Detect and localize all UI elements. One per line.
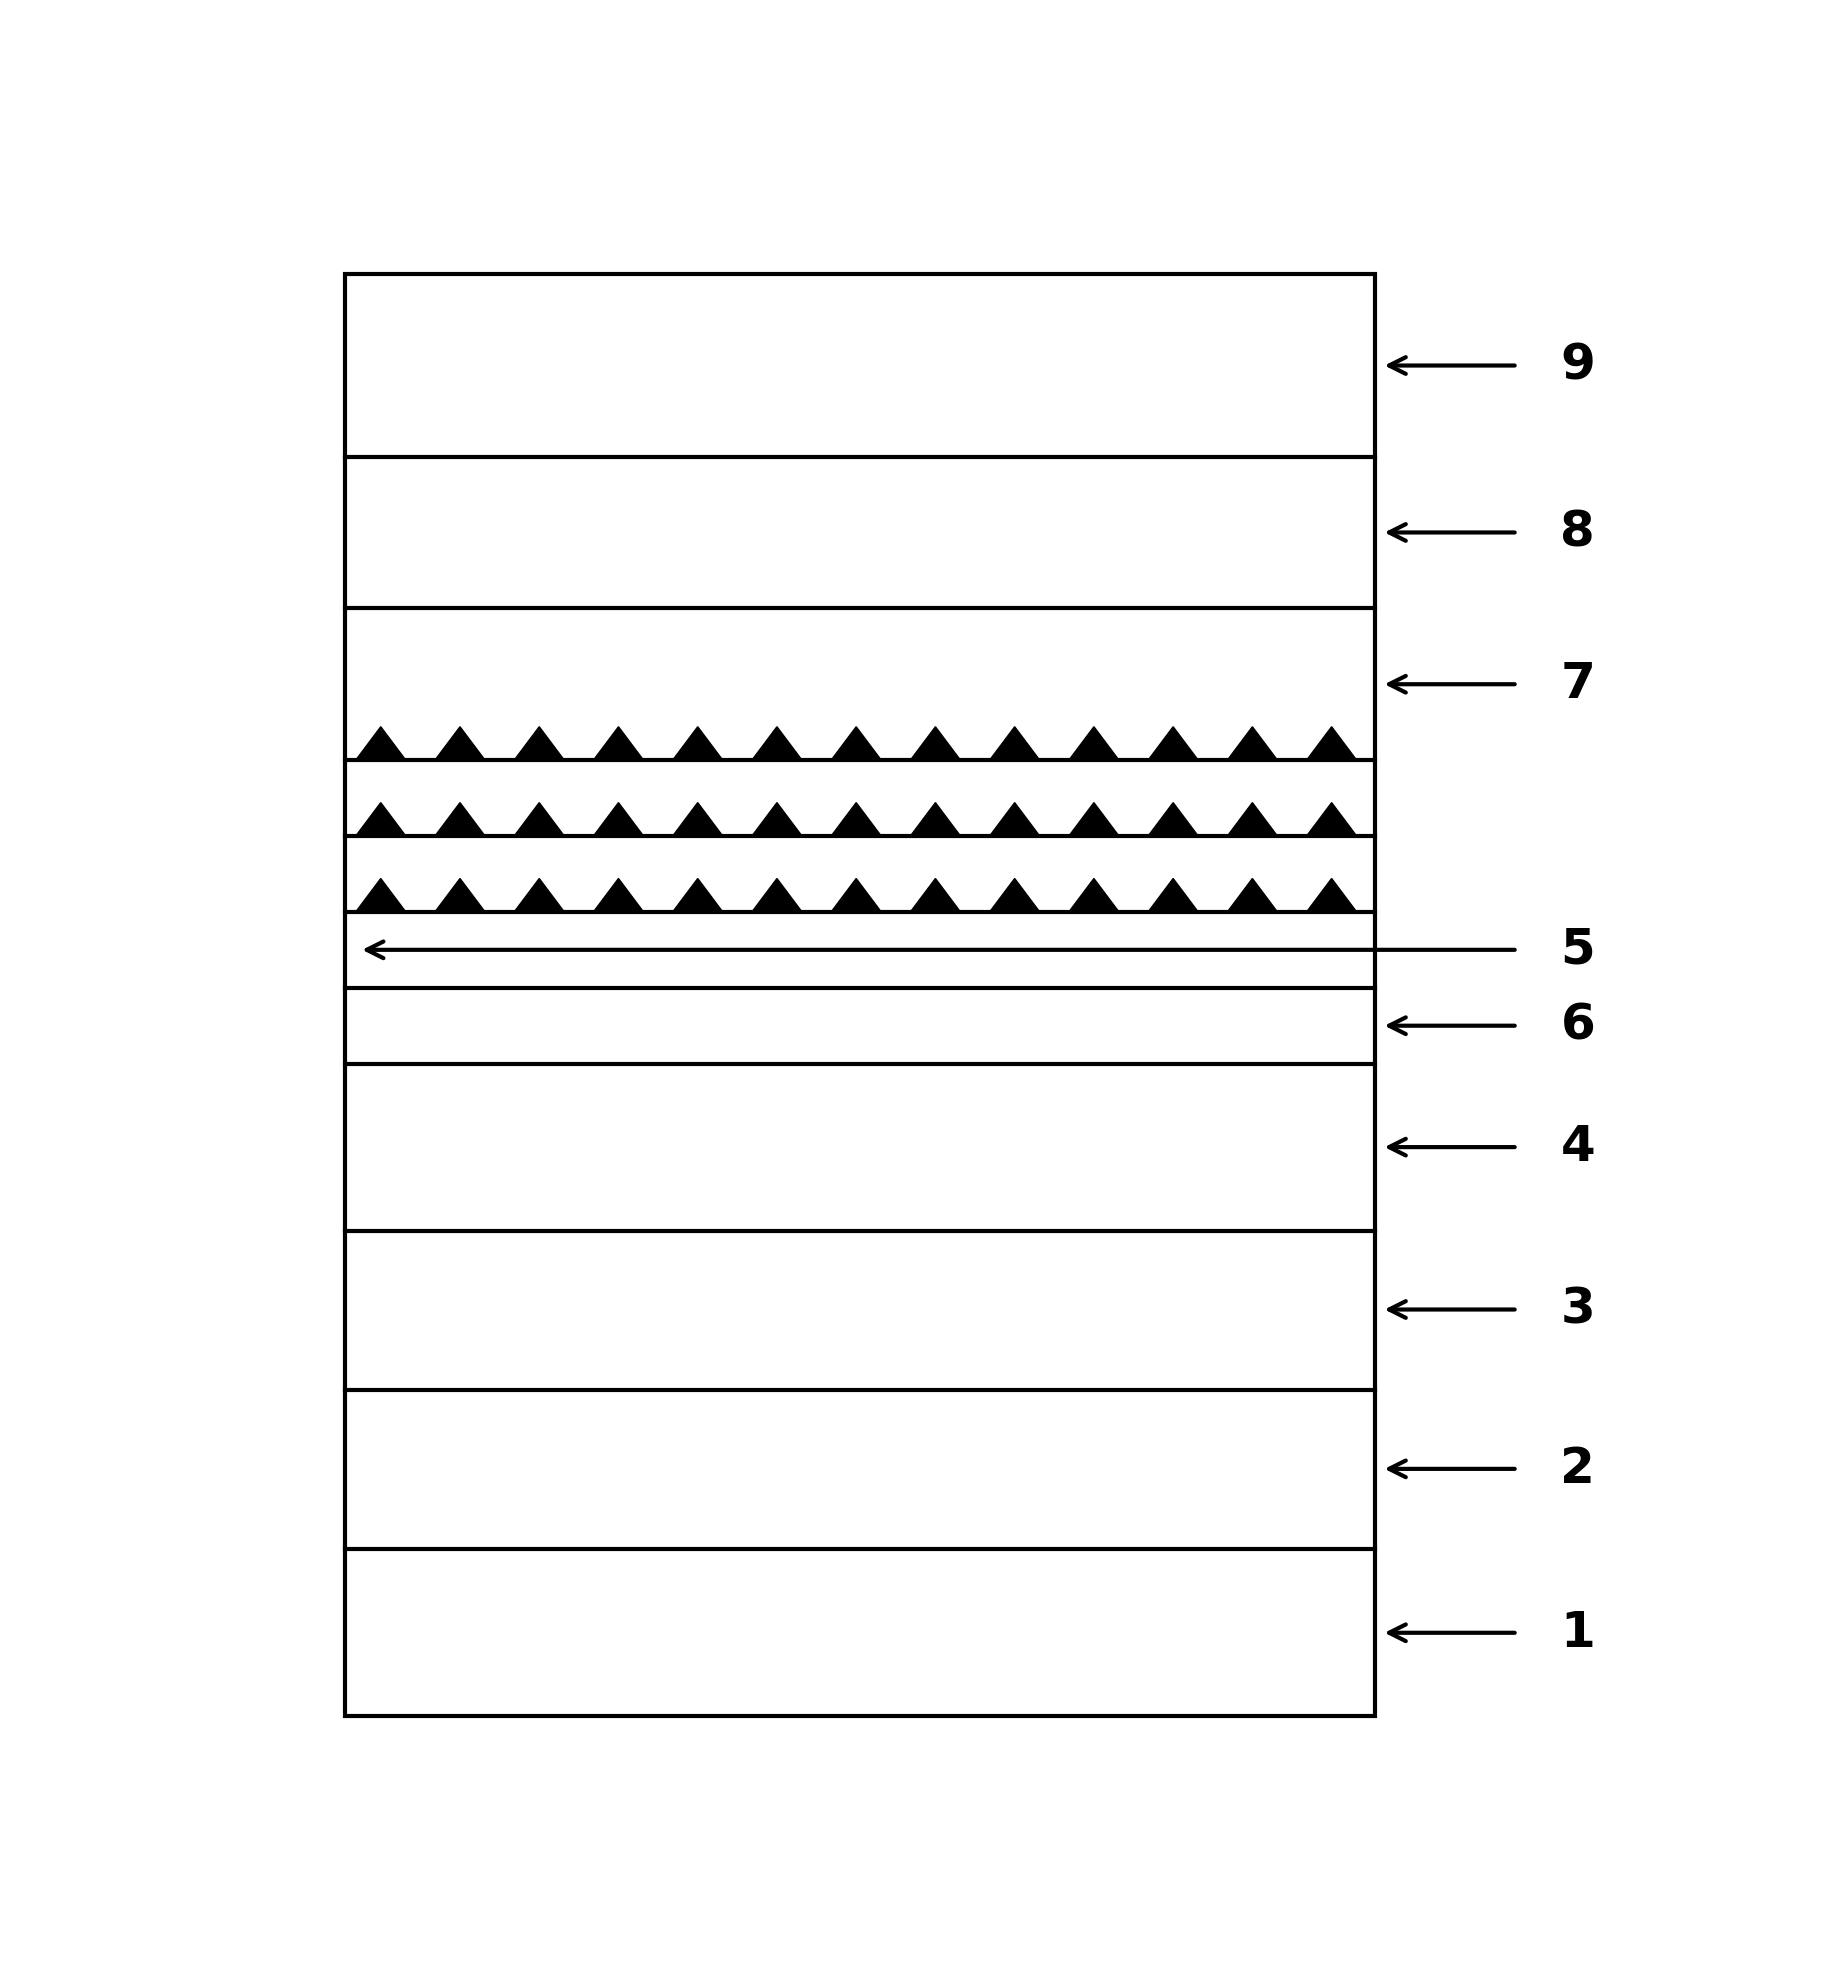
Polygon shape — [989, 727, 1041, 761]
Text: 1: 1 — [1561, 1608, 1596, 1658]
Polygon shape — [515, 802, 565, 836]
Text: 6: 6 — [1561, 1001, 1596, 1051]
Polygon shape — [594, 727, 644, 761]
Polygon shape — [830, 879, 882, 913]
Polygon shape — [1068, 727, 1118, 761]
Polygon shape — [673, 802, 723, 836]
Polygon shape — [594, 879, 644, 913]
Polygon shape — [515, 727, 565, 761]
Polygon shape — [753, 802, 803, 836]
Polygon shape — [435, 802, 485, 836]
Polygon shape — [1148, 727, 1197, 761]
Polygon shape — [910, 879, 961, 913]
Polygon shape — [830, 727, 882, 761]
Polygon shape — [989, 879, 1041, 913]
Polygon shape — [910, 727, 961, 761]
Polygon shape — [910, 802, 961, 836]
Polygon shape — [515, 879, 565, 913]
Text: 3: 3 — [1561, 1285, 1596, 1334]
Text: 5: 5 — [1561, 926, 1596, 974]
Polygon shape — [1306, 727, 1356, 761]
Polygon shape — [356, 802, 406, 836]
Polygon shape — [1227, 879, 1277, 913]
Polygon shape — [673, 727, 723, 761]
Polygon shape — [1068, 802, 1118, 836]
Polygon shape — [435, 727, 485, 761]
Polygon shape — [1227, 802, 1277, 836]
Text: 8: 8 — [1561, 509, 1596, 556]
Polygon shape — [1148, 802, 1197, 836]
Polygon shape — [1148, 879, 1197, 913]
Text: 2: 2 — [1561, 1445, 1596, 1492]
Text: 4: 4 — [1561, 1123, 1596, 1171]
Polygon shape — [1068, 879, 1118, 913]
Text: 7: 7 — [1561, 660, 1596, 708]
Polygon shape — [753, 727, 803, 761]
Polygon shape — [1227, 727, 1277, 761]
Polygon shape — [830, 802, 882, 836]
Polygon shape — [1306, 802, 1356, 836]
Text: 9: 9 — [1561, 341, 1596, 390]
Polygon shape — [989, 802, 1041, 836]
Polygon shape — [435, 879, 485, 913]
Polygon shape — [1306, 879, 1356, 913]
Polygon shape — [356, 727, 406, 761]
Polygon shape — [673, 879, 723, 913]
Bar — [345, 274, 1375, 1717]
Polygon shape — [753, 879, 803, 913]
Polygon shape — [594, 802, 644, 836]
Polygon shape — [356, 879, 406, 913]
